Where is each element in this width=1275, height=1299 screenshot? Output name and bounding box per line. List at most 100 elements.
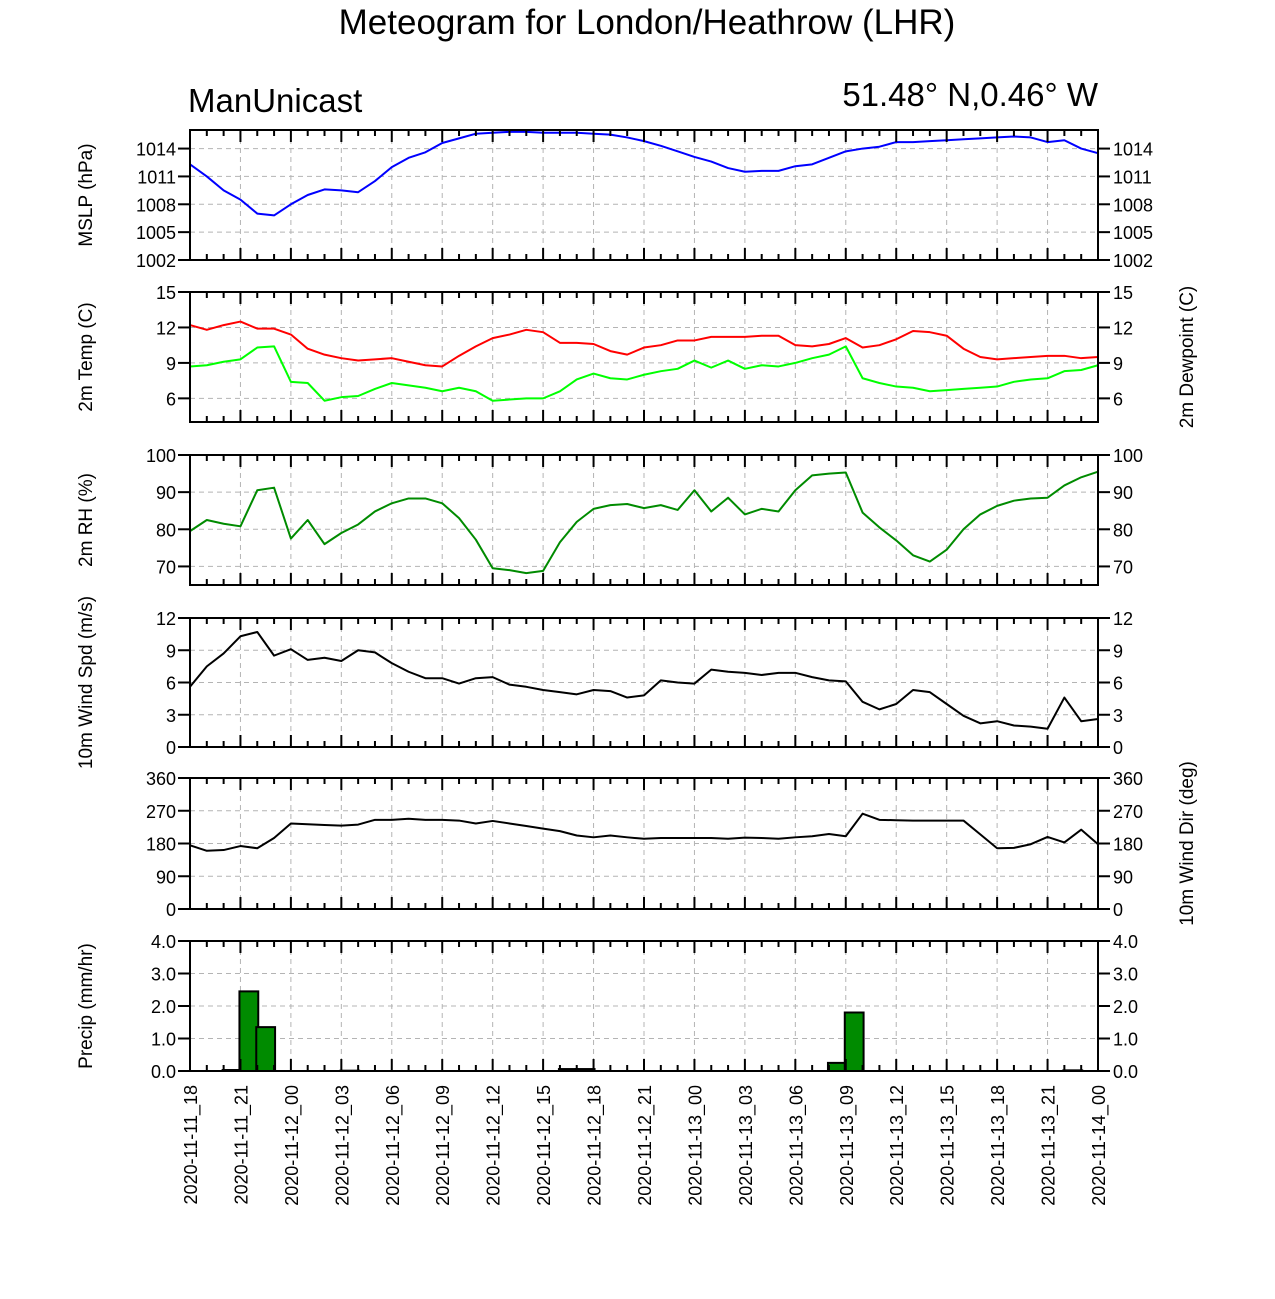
y-tick-label: 6 bbox=[166, 389, 176, 409]
y-tick-label: 9 bbox=[166, 354, 176, 374]
y-tick-label: 1002 bbox=[136, 251, 176, 271]
y-tick-label: 360 bbox=[146, 769, 176, 789]
x-tick-label: 2020-11-13_15 bbox=[938, 1085, 959, 1206]
y-axis-label: 10m Wind Spd (m/s) bbox=[76, 596, 97, 769]
y-tick-label: 0 bbox=[1113, 900, 1123, 920]
y-tick-label: 180 bbox=[146, 835, 176, 855]
x-tick-label: 2020-11-13_09 bbox=[837, 1085, 858, 1206]
y-tick-label: 2.0 bbox=[1113, 997, 1138, 1017]
series-line bbox=[189, 812, 1099, 852]
y-tick-label: 70 bbox=[156, 557, 176, 577]
y-tick-label: 0.0 bbox=[1113, 1062, 1138, 1082]
x-tick-label: 2020-11-13_06 bbox=[786, 1085, 807, 1206]
temperature-panel: 6 6 9 9 12 12 15 15 2m Temp (C) 2m Dewpoint (C) bbox=[76, 283, 1198, 428]
y-tick-label: 4.0 bbox=[1113, 932, 1138, 952]
y-tick-label: 6 bbox=[1113, 389, 1123, 409]
x-tick-label: 2020-11-12_00 bbox=[282, 1085, 303, 1206]
y-axis-label: 2m Temp (C) bbox=[76, 302, 97, 411]
y-tick-label: 100 bbox=[146, 446, 176, 466]
precip-bar bbox=[255, 1026, 277, 1072]
y-axis-label: Precip (mm/hr) bbox=[76, 943, 97, 1069]
precipitation-panel: 0.0 0.0 1.0 1.0 2.0 2.0 3.0 3.0 4.0 4.0 Precip (mm… bbox=[76, 932, 1138, 1082]
y-tick-label: 1011 bbox=[1113, 167, 1152, 187]
x-tick-label: 2020-11-12_21 bbox=[635, 1085, 656, 1206]
mslp-panel: 1002 1002 1005 1005 1008 1008 1011 1011 1014 1014… bbox=[76, 129, 1153, 271]
y-tick-label: 1.0 bbox=[151, 1030, 176, 1050]
y-tick-label: 0 bbox=[1113, 738, 1123, 758]
y-axis-label-right: 10m Wind Dir (deg) bbox=[1177, 761, 1198, 926]
y-tick-label: 9 bbox=[166, 641, 176, 661]
y-tick-label: 1002 bbox=[1113, 251, 1153, 271]
y-tick-label: 180 bbox=[1113, 835, 1143, 855]
x-tick-label: 2020-11-13_00 bbox=[685, 1085, 706, 1206]
model-label: ManUnicast bbox=[188, 82, 362, 119]
humidity-panel: 70 70 80 80 90 90 100 100 2m RH (%) bbox=[76, 446, 1143, 586]
y-axis-label: 2m RH (%) bbox=[76, 473, 97, 567]
y-tick-label: 12 bbox=[156, 318, 176, 338]
y-tick-label: 70 bbox=[1113, 557, 1133, 577]
y-tick-label: 12 bbox=[156, 609, 176, 629]
y-tick-label: 4.0 bbox=[151, 932, 176, 952]
y-tick-label: 90 bbox=[1113, 483, 1133, 503]
y-tick-label: 100 bbox=[1113, 446, 1143, 466]
y-tick-label: 0 bbox=[166, 900, 176, 920]
x-tick-label: 2020-11-12_09 bbox=[433, 1085, 454, 1206]
y-tick-label: 270 bbox=[146, 802, 176, 822]
y-tick-label: 12 bbox=[1113, 609, 1133, 629]
y-tick-label: 80 bbox=[1113, 520, 1133, 540]
y-tick-label: 0 bbox=[166, 738, 176, 758]
y-tick-label: 1014 bbox=[136, 140, 176, 160]
y-tick-label: 12 bbox=[1113, 318, 1133, 338]
y-tick-label: 1008 bbox=[1113, 195, 1153, 215]
y-tick-label: 0.0 bbox=[151, 1062, 176, 1082]
y-tick-label: 1011 bbox=[137, 167, 176, 187]
y-tick-label: 1005 bbox=[136, 223, 176, 243]
x-tick-label: 2020-11-14_00 bbox=[1089, 1085, 1110, 1206]
y-tick-label: 1.0 bbox=[1113, 1030, 1138, 1050]
y-tick-label: 80 bbox=[156, 520, 176, 540]
y-tick-label: 9 bbox=[1113, 354, 1123, 374]
y-tick-label: 3 bbox=[1113, 706, 1123, 726]
wind-direction-panel: 0 0 90 90 180 180 270 270 360 360 10m Wind Dir (de… bbox=[146, 761, 1198, 926]
y-tick-label: 90 bbox=[156, 867, 176, 887]
x-tick-label: 2020-11-13_18 bbox=[988, 1085, 1009, 1206]
x-tick-label: 2020-11-13_21 bbox=[1039, 1085, 1060, 1206]
x-tick-label: 2020-11-12_18 bbox=[585, 1085, 606, 1206]
y-axis-label-right: 2m Dewpoint (C) bbox=[1177, 286, 1198, 429]
panels: 1002 1002 1005 1005 1008 1008 1011 1011 1014 1014… bbox=[76, 129, 1198, 1082]
y-tick-label: 1008 bbox=[136, 195, 176, 215]
y-tick-label: 15 bbox=[1113, 283, 1133, 303]
y-tick-label: 9 bbox=[1113, 641, 1123, 661]
x-tick-label: 2020-11-11_21 bbox=[231, 1085, 252, 1204]
precip-bar bbox=[843, 1011, 865, 1072]
y-tick-label: 1005 bbox=[1113, 223, 1153, 243]
y-tick-label: 6 bbox=[1113, 674, 1123, 694]
series-line bbox=[189, 345, 1099, 402]
location-coordinates: 51.48° N,0.46° W bbox=[842, 76, 1099, 113]
y-tick-label: 270 bbox=[1113, 802, 1143, 822]
series-line bbox=[189, 470, 1099, 575]
y-tick-label: 1014 bbox=[1113, 140, 1153, 160]
y-tick-label: 360 bbox=[1113, 769, 1143, 789]
series-line bbox=[189, 320, 1099, 368]
x-tick-label: 2020-11-13_12 bbox=[887, 1085, 908, 1206]
y-tick-label: 3.0 bbox=[1113, 965, 1138, 985]
time-axis: 2020-11-11_18 2020-11-11_21 2020-11-12_00 2… bbox=[181, 1085, 1110, 1206]
x-tick-label: 2020-11-12_12 bbox=[484, 1085, 505, 1206]
x-tick-label: 2020-11-13_03 bbox=[736, 1085, 757, 1206]
wind-speed-panel: 0 0 3 3 6 6 9 9 12 12 10m Wind Spd (m/s) bbox=[76, 596, 1133, 769]
y-tick-label: 90 bbox=[1113, 867, 1133, 887]
x-tick-label: 2020-11-11_18 bbox=[181, 1085, 202, 1204]
y-tick-label: 3 bbox=[166, 706, 176, 726]
x-tick-label: 2020-11-12_06 bbox=[383, 1085, 404, 1206]
y-tick-label: 2.0 bbox=[151, 997, 176, 1017]
y-tick-label: 3.0 bbox=[151, 965, 176, 985]
y-tick-label: 6 bbox=[166, 674, 176, 694]
x-tick-label: 2020-11-12_15 bbox=[534, 1085, 555, 1206]
series-line bbox=[189, 630, 1099, 730]
y-axis-label: MSLP (hPa) bbox=[76, 143, 97, 246]
x-tick-label: 2020-11-12_03 bbox=[332, 1085, 353, 1206]
y-tick-label: 15 bbox=[156, 283, 176, 303]
y-tick-label: 90 bbox=[156, 483, 176, 503]
